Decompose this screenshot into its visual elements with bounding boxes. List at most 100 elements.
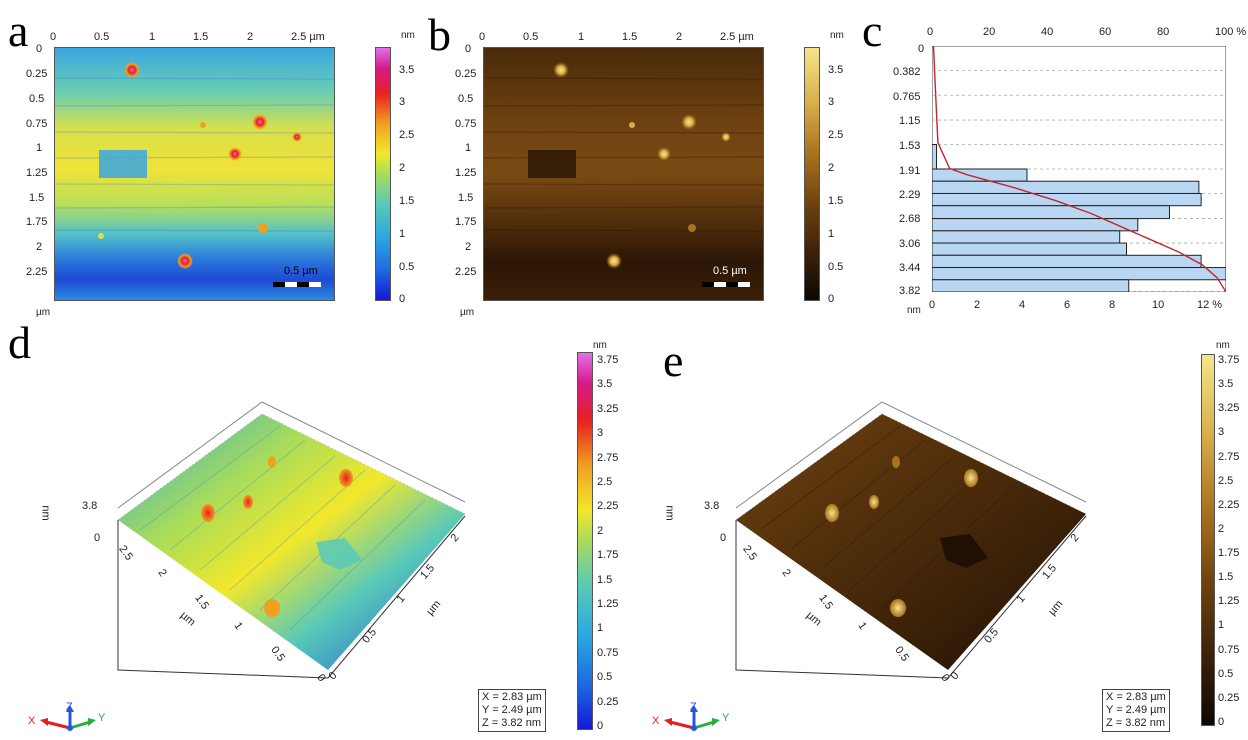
dimension-info-box: X = 2.83 µm Y = 2.49 µm Z = 3.82 nm xyxy=(478,689,546,732)
y-tick: 0.75 xyxy=(26,118,48,130)
y-tick: 1.5 xyxy=(458,192,474,204)
y-tick: 0 xyxy=(918,43,925,55)
info-x: X = 2.83 µm xyxy=(482,691,542,703)
height-map-image xyxy=(484,48,763,300)
x-tick: 1 xyxy=(578,31,585,43)
info-y: Y = 2.49 µm xyxy=(482,704,542,716)
3d-surface xyxy=(117,401,466,679)
y-tick: 2.25 xyxy=(455,266,477,278)
xyz-axis-indicator-icon xyxy=(664,705,720,731)
colorbar-tick: 1.25 xyxy=(1218,595,1240,608)
y-tick: 0.25 xyxy=(455,68,477,80)
height-map: 0.5 µm xyxy=(483,47,764,301)
y-tick: 1 xyxy=(36,142,43,154)
x-tick: 1.5 xyxy=(193,31,209,43)
y-axis-indicator-label: Y xyxy=(98,712,106,724)
top-tick: 20 xyxy=(983,26,996,38)
top-tick: 80 xyxy=(1157,26,1170,38)
y-tick: 1.15 xyxy=(899,115,921,127)
colorbar-tick: 0 xyxy=(828,293,835,305)
x-tick: 0 xyxy=(50,31,57,43)
scale-bar-label: 0.5 µm xyxy=(713,265,747,277)
z-tick: 3.8 xyxy=(82,500,98,512)
colorbar-tick: 3.25 xyxy=(597,402,619,415)
z-axis-indicator-label: Z xyxy=(690,701,697,713)
histogram-bar xyxy=(932,168,1028,182)
height-map: 0.5 µm xyxy=(54,47,335,301)
axis-unit: µm xyxy=(36,307,51,318)
colorbar-tick: 1.25 xyxy=(597,598,619,610)
y-tick: 2.25 xyxy=(26,266,48,278)
x-tick: 0.5 xyxy=(94,31,110,43)
colorbar-tick: 2.5 xyxy=(399,129,415,141)
bottom-tick: 0 xyxy=(929,299,936,311)
histogram-bar xyxy=(932,230,1121,244)
y-tick: 0 xyxy=(465,43,472,55)
bottom-tick: 4 xyxy=(1019,299,1026,311)
panel-d-3d-view: nm 3.8 0 2.5 2 1.5 1 0.5 0 µm 0 0.5 1 1.… xyxy=(0,330,640,740)
cumulative-curve xyxy=(932,46,1226,292)
colorbar-tick: 2.75 xyxy=(1218,450,1240,463)
3d-surface xyxy=(735,401,1087,679)
y-tick: 3.82 xyxy=(899,285,921,297)
y-tick: 1.25 xyxy=(455,167,477,179)
panel-e-3d-view: nm 3.8 0 2.5 2 1.5 1 0.5 0 µm 0 0.5 1 1.… xyxy=(640,330,1248,740)
colorbar-tick: 3.5 xyxy=(1218,378,1234,391)
histogram-bar xyxy=(932,279,1130,292)
info-z: Z = 3.82 nm xyxy=(1106,717,1166,729)
colorbar-tick: 0.75 xyxy=(597,646,619,659)
z-tick: 3.8 xyxy=(704,500,720,512)
colorbar-tick: 2 xyxy=(597,524,604,537)
colorbar-tick: 2.25 xyxy=(597,500,619,513)
top-tick: 60 xyxy=(1099,26,1112,38)
z-tick: 0 xyxy=(94,532,101,544)
y-tick: 2.29 xyxy=(899,189,921,201)
y-tick: 1.91 xyxy=(899,165,921,177)
bottom-tick: 10 xyxy=(1152,299,1165,311)
bottom-tick: 8 xyxy=(1109,299,1116,311)
colorbar-tick: 2.5 xyxy=(828,129,844,141)
colorbar-tick: 2 xyxy=(828,162,835,174)
colorbar-tick: 1.5 xyxy=(1218,571,1234,584)
y-tick: 0.5 xyxy=(458,93,474,105)
y-tick: 1.5 xyxy=(29,192,45,204)
colorbar-tick: 1.5 xyxy=(399,195,415,207)
axis-unit: µm xyxy=(460,307,475,318)
height-map-image xyxy=(55,48,334,300)
colorbar-tick: 0 xyxy=(597,720,604,732)
colorbar-tick: 0 xyxy=(1218,716,1225,728)
z-axis-label: nm xyxy=(39,505,52,521)
y-tick: 0 xyxy=(36,43,43,55)
colorbar-tick: 3 xyxy=(828,96,835,108)
z-axis-label: nm xyxy=(663,505,676,521)
colorbar-tick: 3 xyxy=(597,427,604,440)
colorbar-tick: 3 xyxy=(1218,426,1225,439)
bottom-tick: 6 xyxy=(1064,299,1071,311)
info-z: Z = 3.82 nm xyxy=(482,717,542,729)
colorbar-tick: 0.5 xyxy=(828,261,844,273)
colorbar-tick: 1.5 xyxy=(828,195,844,207)
histogram-bar xyxy=(932,205,1170,220)
panel-label-b: b xyxy=(428,9,451,60)
x-tick: 2.5 µm xyxy=(291,31,325,43)
x-tick: 0.5 xyxy=(523,31,539,43)
panel-label-e: e xyxy=(663,335,684,386)
colorbar-tick: 3.75 xyxy=(1218,354,1240,366)
x-tick: 2 xyxy=(676,31,683,43)
z-axis-indicator-label: Z xyxy=(66,701,73,713)
y-tick: 0.765 xyxy=(893,91,921,103)
x-tick: 2.5 µm xyxy=(720,31,754,43)
y-tick: 1.75 xyxy=(455,216,477,228)
colorbar-tick: 1 xyxy=(1218,619,1225,632)
colorbar-tick: 3 xyxy=(399,96,406,108)
info-y: Y = 2.49 µm xyxy=(1106,704,1166,716)
colorbar xyxy=(1201,354,1215,726)
colorbar xyxy=(804,47,820,301)
y-tick: 1 xyxy=(465,142,472,154)
y-tick: 2.68 xyxy=(899,213,921,225)
panel-label-c: c xyxy=(862,5,883,56)
histogram-bar xyxy=(932,180,1200,194)
colorbar-tick: 2.75 xyxy=(597,451,619,464)
colorbar-tick: 0 xyxy=(399,293,406,305)
y-tick: 0.25 xyxy=(26,68,48,80)
